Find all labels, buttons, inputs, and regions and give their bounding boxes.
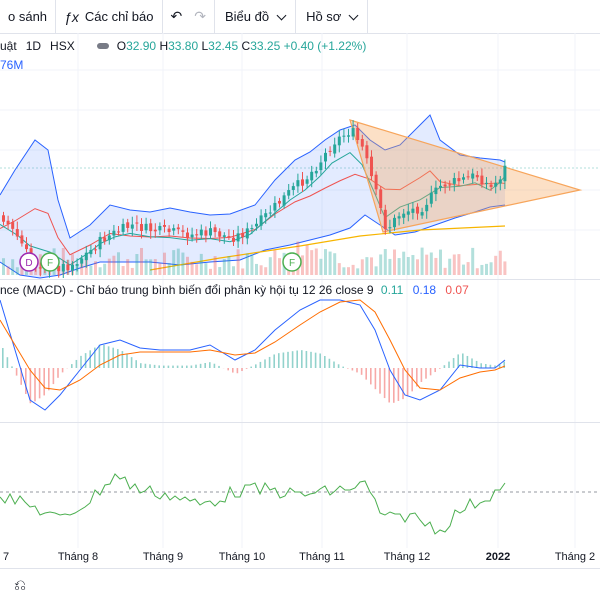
time-axis-label: Tháng 9: [143, 551, 183, 563]
svg-text:D: D: [25, 258, 32, 269]
time-axis-label: 2022: [486, 551, 510, 563]
time-axis-label: Tháng 12: [384, 551, 430, 563]
svg-text:F: F: [47, 258, 53, 269]
time-axis-label: Tháng 11: [299, 551, 345, 563]
macd-title[interactable]: nce (MACD) - Chỉ báo trung bình biến đổi…: [0, 283, 374, 297]
macd-value: 0.18: [413, 283, 436, 297]
pane-divider[interactable]: [0, 422, 600, 423]
signal-value: 0.07: [445, 283, 468, 297]
macd-line: [0, 300, 505, 410]
svg-text:F: F: [289, 258, 295, 269]
bottom-toolbar: ⎌: [0, 568, 600, 601]
ohlc-values: O32.90 H33.80 L32.45 C33.25 +0.40 (+1.22…: [117, 39, 367, 53]
symbol-legend: uật 1D HSX O32.90 H33.80 L32.45 C33.25 +…: [0, 37, 366, 55]
market-status-icon: [97, 43, 109, 49]
timeframe[interactable]: 1D: [26, 39, 41, 53]
exchange: HSX: [50, 39, 75, 53]
event-marker[interactable]: F: [283, 253, 301, 271]
time-axis-label: Tháng 8: [58, 551, 98, 563]
macd-hist-value: 0.11: [381, 283, 403, 297]
time-axis-label: Tháng 2: [555, 551, 595, 563]
event-marker[interactable]: D: [20, 253, 38, 271]
rsi-line: [0, 474, 505, 534]
pane-divider[interactable]: [0, 279, 600, 280]
price-change: +0.40 (+1.22%): [284, 39, 367, 53]
symbol-name[interactable]: uật: [0, 39, 17, 53]
signal-line: [0, 300, 505, 390]
macd-legend: nce (MACD) - Chỉ báo trung bình biến đổi…: [0, 283, 469, 297]
time-axis[interactable]: 7 Tháng 8 Tháng 9 Tháng 10 Tháng 11 Thán…: [0, 548, 600, 566]
time-axis-label: 7: [3, 551, 9, 563]
replay-icon[interactable]: ⎌: [14, 577, 26, 594]
time-axis-label: Tháng 10: [219, 551, 265, 563]
volume-value: 76M: [0, 58, 23, 72]
event-marker[interactable]: F: [41, 253, 59, 271]
